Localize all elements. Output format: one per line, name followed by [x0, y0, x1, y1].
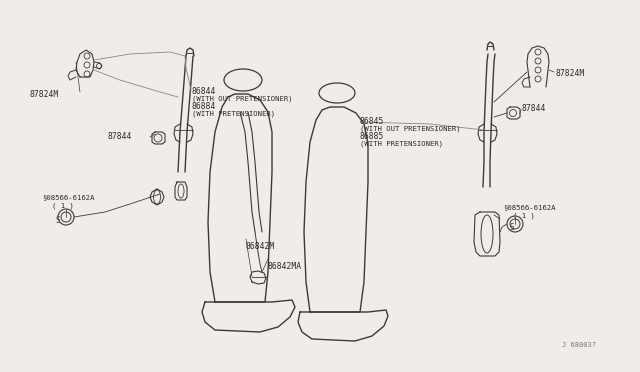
Text: (WITH OUT PRETENSIONER): (WITH OUT PRETENSIONER)	[360, 125, 461, 131]
Text: ( 1 ): ( 1 )	[513, 212, 535, 218]
Text: 87824M: 87824M	[30, 90, 60, 99]
Text: 87844: 87844	[108, 132, 132, 141]
Text: 86842MA: 86842MA	[268, 262, 302, 271]
Text: (WITH PRETENSIONER): (WITH PRETENSIONER)	[192, 110, 275, 116]
Text: (WITH OUT PRETENSIONER): (WITH OUT PRETENSIONER)	[192, 95, 292, 102]
Text: S: S	[56, 215, 60, 224]
Text: (WITH PRETENSIONER): (WITH PRETENSIONER)	[360, 140, 443, 147]
Text: §08566-6162A: §08566-6162A	[503, 204, 556, 210]
Text: 86842M: 86842M	[246, 242, 275, 251]
Text: J 68003?: J 68003?	[562, 342, 596, 348]
Text: 86884: 86884	[192, 102, 216, 111]
Text: 86844: 86844	[192, 87, 216, 96]
Text: ( 1 ): ( 1 )	[52, 202, 74, 208]
Text: 87824M: 87824M	[555, 69, 584, 78]
Text: 86845: 86845	[360, 117, 385, 126]
Text: 86885: 86885	[360, 132, 385, 141]
Text: S: S	[509, 222, 515, 231]
Text: §08566-6162A: §08566-6162A	[42, 194, 95, 200]
Text: 87844: 87844	[522, 104, 547, 113]
